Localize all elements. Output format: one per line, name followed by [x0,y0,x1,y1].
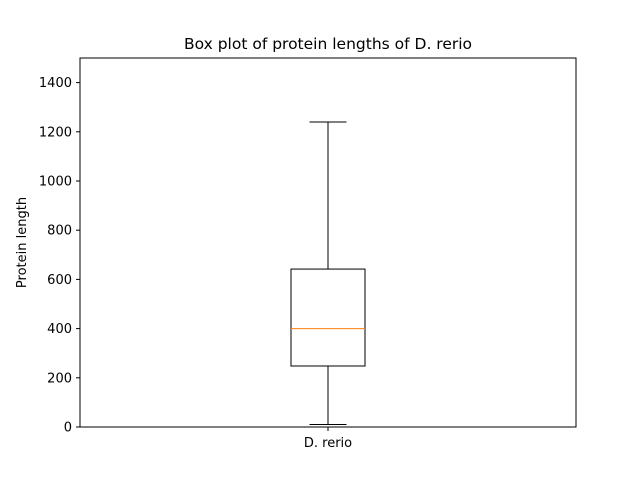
interquartile-box [290,268,366,367]
x-tick-label: D. rerio [304,436,352,451]
y-tick-label: 800 [47,224,72,239]
y-tick-label: 0 [64,421,72,436]
y-tick-label: 1400 [39,76,72,91]
y-axis-ticks: 0 200 400 600 800 1000 1200 1400 [39,76,80,436]
box-group [290,121,366,426]
plot-frame [79,57,577,428]
x-axis-ticks: D. rerio [304,427,352,451]
y-tick-label: 1200 [39,125,72,140]
y-tick-label: 1000 [39,175,72,190]
y-tick-label: 400 [47,322,72,337]
y-tick-label: 600 [47,273,72,288]
y-tick-label: 200 [47,371,72,386]
y-axis-title: Protein length [15,197,30,288]
chart-title: Box plot of protein lengths of D. rerio [184,35,472,53]
